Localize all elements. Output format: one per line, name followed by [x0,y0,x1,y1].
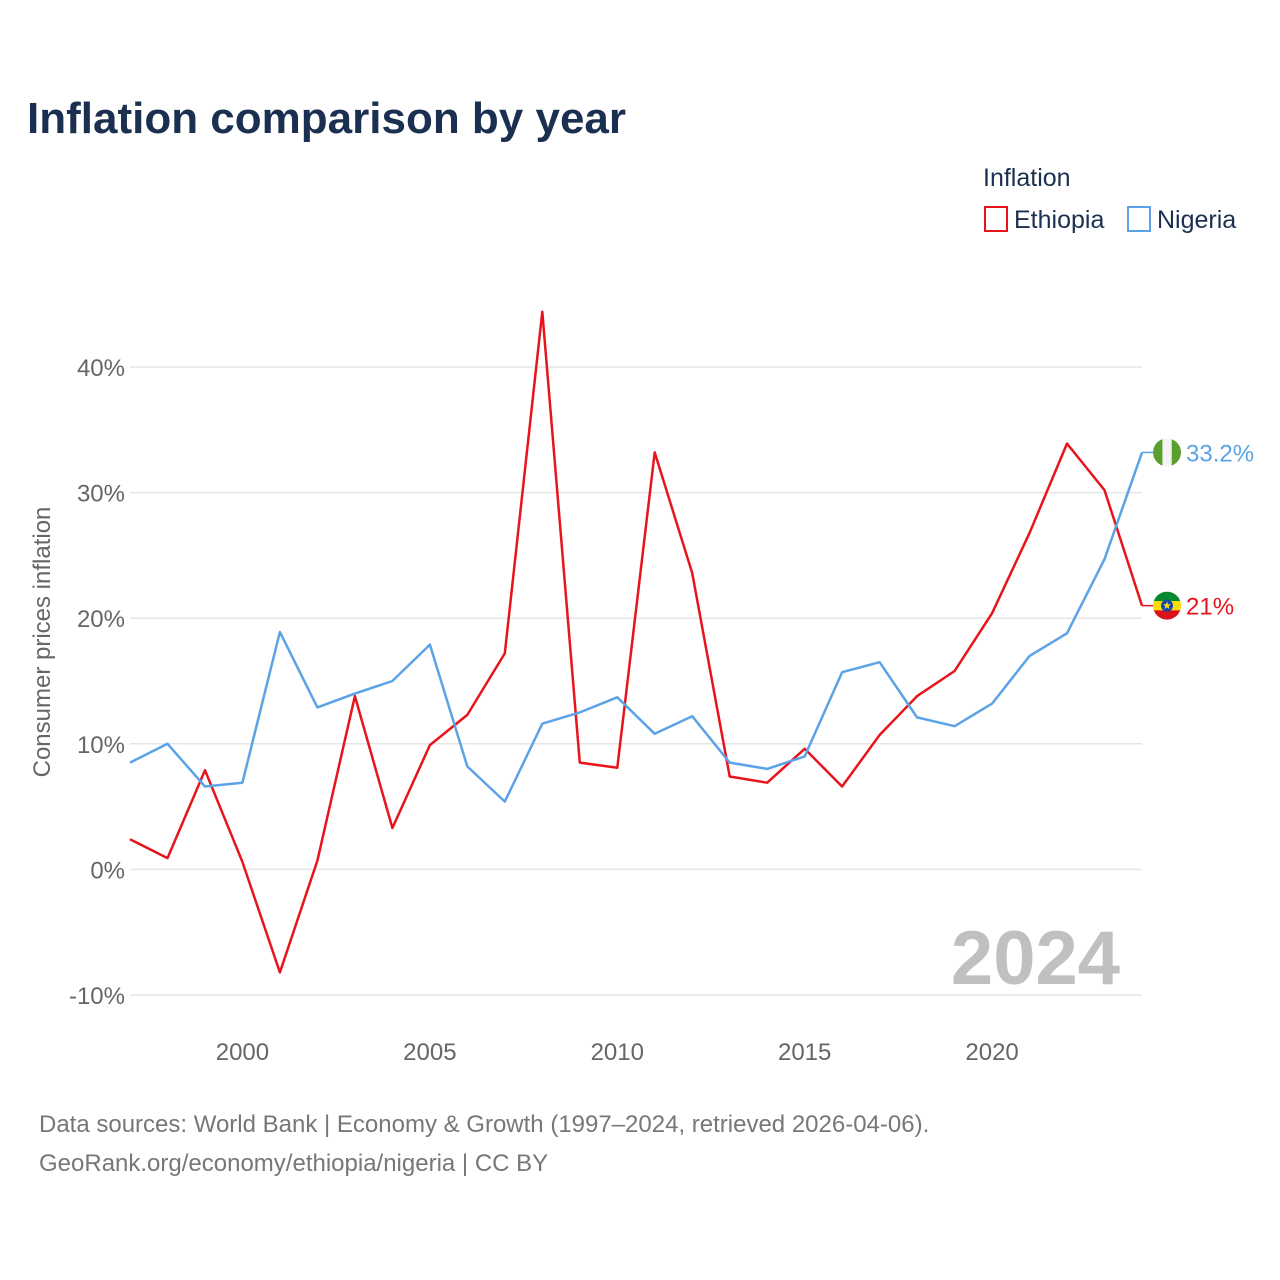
x-tick-label: 2005 [403,1039,456,1066]
y-axis-label: Consumer prices inflation [29,507,56,778]
year-watermark: 2024 [951,916,1120,1001]
gridlines [130,366,1142,996]
series-line-ethiopia[interactable] [129,310,1144,974]
legend-item-nigeria[interactable]: Nigeria [1127,206,1236,234]
chart-title: Inflation comparison by year [27,94,626,143]
y-axis-ticks: -10% 0% 10% 20% 30% 40% [69,355,125,1010]
data-source-note: Data sources: World Bank | Economy & Gro… [39,1111,929,1177]
legend-title: Inflation [983,164,1071,192]
y-tick-label: 40% [77,355,125,382]
y-tick-label: -10% [69,983,125,1010]
source-line: Data sources: World Bank | Economy & Gro… [39,1111,929,1138]
series-line-nigeria[interactable] [129,451,1144,803]
x-tick-label: 2000 [216,1039,269,1066]
y-tick-label: 30% [77,481,125,508]
end-label-ethiopia: 21% [1186,594,1234,621]
legend-label-nigeria: Nigeria [1157,206,1236,234]
y-tick-label: 0% [90,857,125,884]
end-label-nigeria: 33.2% [1186,440,1254,467]
legend: Inflation Ethiopia Nigeria [983,164,1236,234]
end-markers: 21% 33.2% [1142,438,1254,621]
series-lines [129,310,1144,974]
x-axis-ticks: 2000 2005 2010 2015 2020 [216,1039,1019,1066]
x-tick-label: 2020 [965,1039,1018,1066]
legend-label-ethiopia: Ethiopia [1014,206,1104,234]
source-link[interactable]: GeoRank.org/economy/ethiopia/nigeria | C… [39,1150,548,1177]
y-tick-label: 20% [77,606,125,633]
x-tick-label: 2010 [591,1039,644,1066]
nigeria-flag-icon [1153,438,1181,467]
legend-swatch-ethiopia [984,206,1008,232]
x-tick-label: 2015 [778,1039,831,1066]
legend-item-ethiopia[interactable]: Ethiopia [984,206,1104,234]
ethiopia-flag-icon [1153,591,1181,620]
y-tick-label: 10% [77,732,125,759]
legend-swatch-nigeria [1127,206,1151,232]
